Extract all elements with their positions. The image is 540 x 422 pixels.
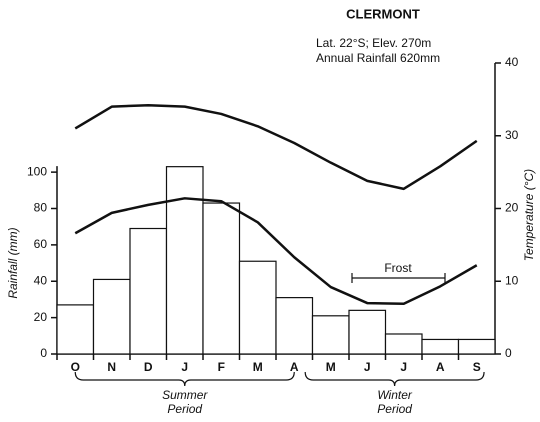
x-tick-label: M (326, 360, 336, 374)
bar (348, 309, 387, 355)
bar (129, 227, 168, 355)
x-tick-label: O (71, 360, 80, 374)
subtitle: Lat. 22°S; Elev. 270m (316, 36, 431, 50)
x-tick-label: A (290, 360, 299, 374)
period-line: Winter (377, 388, 413, 402)
x-tick-label: J (181, 360, 188, 374)
period-bracket (74, 371, 295, 387)
period-label: Winter Period (377, 388, 413, 416)
y2-axis-label: Temperature (°C) (522, 169, 536, 261)
annotation: Frost (384, 261, 412, 275)
period-line: Period (167, 402, 202, 416)
bar (165, 166, 204, 355)
bar (238, 260, 277, 355)
y-axis-label: Rainfall (mm) (6, 227, 20, 298)
y-tick-label: 100 (27, 164, 47, 178)
x-tick-label: D (144, 360, 153, 374)
period-label: Summer Period (162, 388, 208, 416)
bar (56, 304, 95, 355)
y2-tick-label: 20 (505, 201, 519, 215)
bar (457, 338, 496, 355)
y2-tick-label: 30 (505, 128, 519, 142)
x-tick-label: M (253, 360, 263, 374)
period-line: Period (377, 402, 412, 416)
x-tick-label: F (218, 360, 225, 374)
x-tick-label: J (400, 360, 407, 374)
y-tick-label: 80 (34, 201, 48, 215)
y-tick-label: 0 (40, 346, 47, 360)
y-tick-label: 60 (34, 237, 48, 251)
y2-tick-label: 10 (505, 273, 519, 287)
y2-tick-label: 40 (505, 55, 519, 69)
bar (275, 297, 314, 355)
x-tick-label: N (107, 360, 116, 374)
period-bracket (304, 371, 485, 387)
chart-title: CLERMONT (346, 6, 420, 21)
x-tick-label: A (436, 360, 445, 374)
y2-tick-label: 0 (505, 346, 512, 360)
x-tick-label: J (364, 360, 371, 374)
y-tick-label: 20 (34, 310, 48, 324)
y-tick-label: 40 (34, 273, 48, 287)
bar (92, 278, 131, 355)
x-tick-label: S (473, 360, 481, 374)
bar (202, 202, 241, 355)
period-line: Summer (162, 388, 208, 402)
temperature-line (74, 103, 478, 191)
bar (311, 315, 350, 355)
bar (421, 338, 460, 355)
temperature-line (74, 197, 478, 306)
subtitle: Annual Rainfall 620mm (316, 51, 440, 65)
bar (384, 333, 423, 355)
